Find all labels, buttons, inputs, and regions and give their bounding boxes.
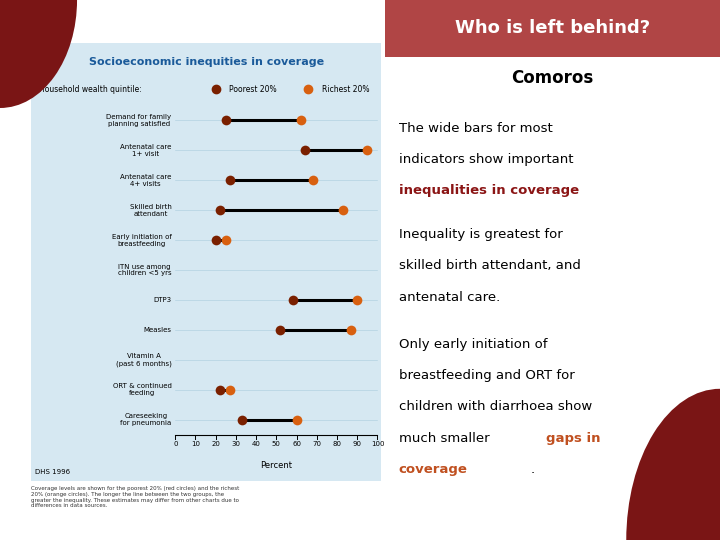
Text: Household wealth quintile:: Household wealth quintile:: [39, 85, 141, 93]
Text: gaps in: gaps in: [546, 431, 600, 444]
Text: Percent: Percent: [261, 461, 292, 470]
Text: Coverage levels are shown for the poorest 20% (red circles) and the richest
20% : Coverage levels are shown for the poores…: [31, 486, 239, 508]
FancyBboxPatch shape: [385, 0, 720, 57]
Text: breastfeeding and ORT for: breastfeeding and ORT for: [399, 369, 575, 382]
Text: Comoros: Comoros: [511, 69, 594, 87]
Text: DHS 1996: DHS 1996: [35, 469, 70, 475]
Text: 20: 20: [211, 441, 220, 447]
Text: 30: 30: [231, 441, 240, 447]
Text: .: .: [531, 463, 535, 476]
Text: 40: 40: [252, 441, 261, 447]
Text: 80: 80: [333, 441, 341, 447]
Text: Demand for family
planning satisfied: Demand for family planning satisfied: [107, 114, 171, 127]
Text: 90: 90: [353, 441, 361, 447]
Text: DTP3: DTP3: [153, 297, 171, 303]
Text: children with diarrhoea show: children with diarrhoea show: [399, 400, 592, 413]
Text: 100: 100: [371, 441, 384, 447]
Text: Inequality is greatest for: Inequality is greatest for: [399, 228, 562, 241]
Text: inequalities in coverage: inequalities in coverage: [399, 184, 579, 197]
Text: coverage: coverage: [399, 463, 467, 476]
Text: Richest 20%: Richest 20%: [322, 85, 369, 93]
Text: 60: 60: [292, 441, 301, 447]
Text: The wide bars for most: The wide bars for most: [399, 122, 552, 134]
Wedge shape: [626, 389, 720, 540]
Text: Poorest 20%: Poorest 20%: [229, 85, 276, 93]
Text: Only early initiation of: Only early initiation of: [399, 338, 547, 350]
Text: antenatal care.: antenatal care.: [399, 291, 500, 303]
Text: indicators show important: indicators show important: [399, 153, 573, 166]
Text: ITN use among
children <5 yrs: ITN use among children <5 yrs: [118, 264, 171, 276]
Text: much smaller: much smaller: [399, 431, 493, 444]
Text: Early initiation of
breastfeeding: Early initiation of breastfeeding: [112, 234, 171, 247]
Text: ORT & continued
feeding: ORT & continued feeding: [112, 383, 171, 396]
Wedge shape: [0, 0, 77, 108]
Text: Skilled birth
attendant: Skilled birth attendant: [130, 204, 171, 217]
Text: Who is left behind?: Who is left behind?: [455, 19, 650, 37]
Text: skilled birth attendant, and: skilled birth attendant, and: [399, 259, 580, 272]
Text: 10: 10: [191, 441, 200, 447]
Text: Careseeking
for pneumonia: Careseeking for pneumonia: [120, 413, 171, 426]
Text: Vitamin A
(past 6 months): Vitamin A (past 6 months): [115, 353, 171, 367]
Text: Socioeconomic inequities in coverage: Socioeconomic inequities in coverage: [89, 57, 324, 67]
Text: Measles: Measles: [143, 327, 171, 333]
Text: 70: 70: [312, 441, 321, 447]
Text: 50: 50: [272, 441, 281, 447]
FancyBboxPatch shape: [31, 43, 382, 481]
Text: Antenatal care
1+ visit: Antenatal care 1+ visit: [120, 144, 171, 157]
Text: 0: 0: [173, 441, 178, 447]
Text: Antenatal care
4+ visits: Antenatal care 4+ visits: [120, 174, 171, 187]
